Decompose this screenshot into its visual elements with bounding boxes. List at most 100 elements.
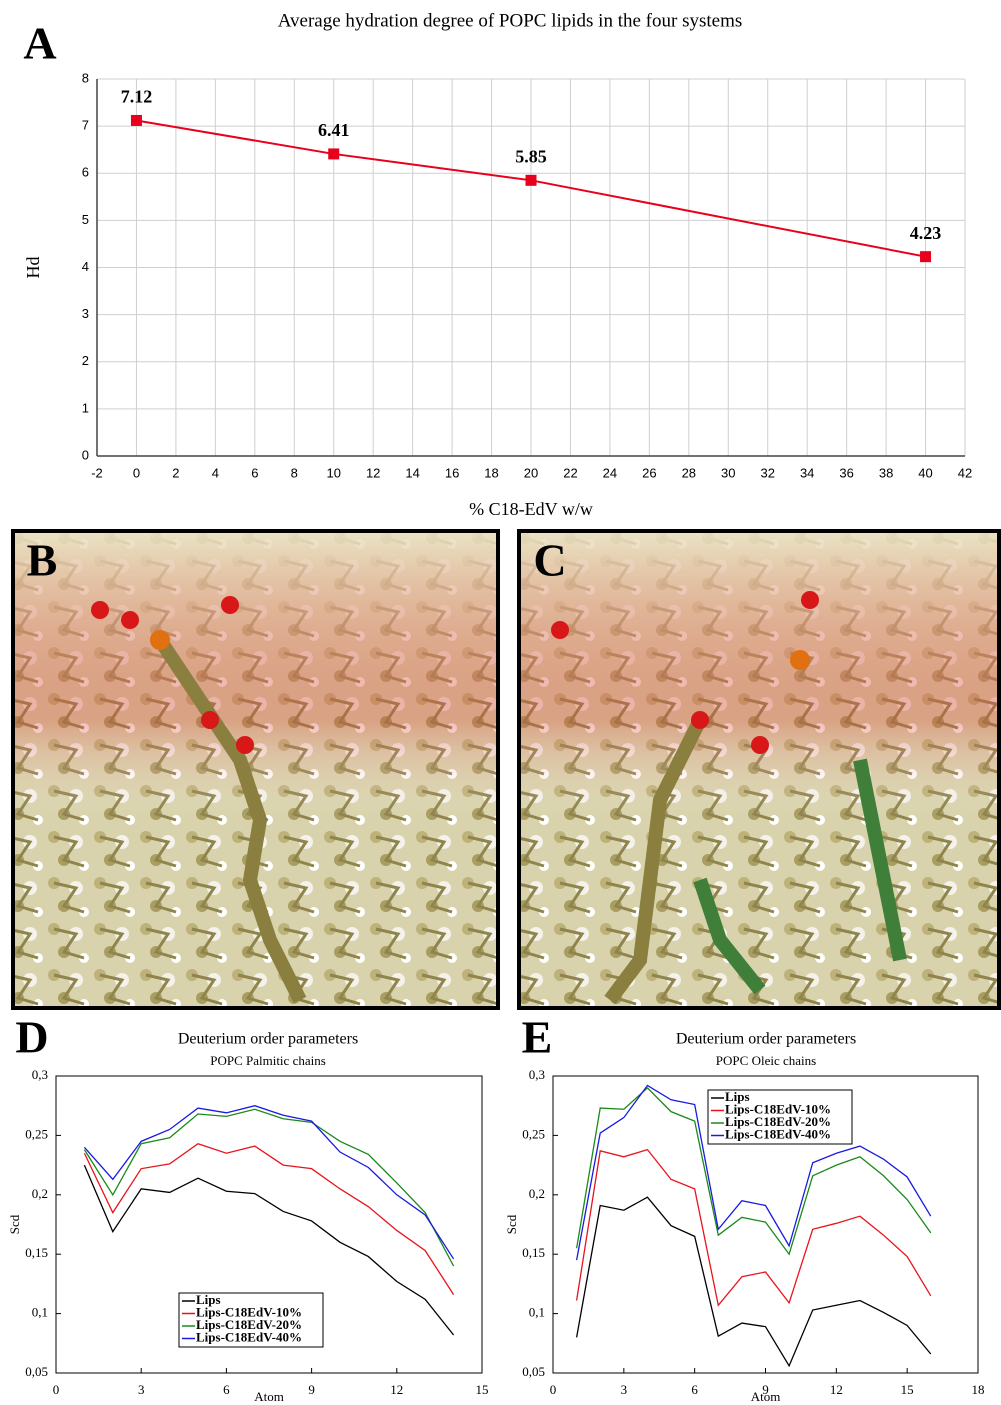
line — [575, 1148, 932, 1307]
x-tick-label: 40 — [918, 465, 932, 480]
x-tick-label: 30 — [721, 465, 735, 480]
legend-label: Lips-C18EdV-40% — [196, 1329, 302, 1344]
x-tick-label: 15 — [476, 1382, 489, 1397]
y-tick-label: 0,3 — [32, 1067, 48, 1082]
x-tick-label: 18 — [484, 465, 498, 480]
x-tick-label: 2 — [172, 465, 179, 480]
y-tick-label: 0,25 — [522, 1126, 545, 1141]
data-label: 4.23 — [910, 223, 942, 243]
x-tick-label: 12 — [830, 1382, 843, 1397]
y-tick-label: 1 — [82, 400, 89, 415]
x-tick-label: 42 — [958, 465, 972, 480]
y-tick-label: 0,15 — [522, 1245, 545, 1260]
panel-letter: B — [27, 535, 58, 586]
legend-label: Lips — [196, 1292, 221, 1307]
legend-label: Lips-C18EdV-20% — [725, 1114, 831, 1129]
y-tick-label: 0,1 — [529, 1305, 545, 1320]
y-axis-label: Scd — [7, 1214, 22, 1234]
x-tick-label: 6 — [691, 1382, 698, 1397]
x-tick-label: 0 — [133, 465, 140, 480]
y-tick-label: 0,15 — [25, 1245, 48, 1260]
legend-label: Lips-C18EdV-10% — [725, 1101, 831, 1116]
plot-frame — [55, 1075, 483, 1374]
x-tick-label: 3 — [621, 1382, 628, 1397]
y-tick-label: 6 — [82, 165, 89, 180]
y-tick-label: 3 — [82, 306, 89, 321]
chart-subtitle: POPC Oleic chains — [716, 1053, 816, 1068]
line — [83, 1105, 455, 1260]
x-tick-label: 34 — [800, 465, 814, 480]
x-tick-label: 18 — [972, 1382, 985, 1397]
y-tick-label: 0,2 — [529, 1186, 545, 1201]
x-tick-label: -2 — [91, 465, 103, 480]
x-tick-label: 4 — [212, 465, 219, 480]
y-tick-label: 0,3 — [529, 1067, 545, 1082]
y-tick-label: 0,2 — [32, 1186, 48, 1201]
image-c — [517, 529, 1001, 1010]
x-tick-label: 0 — [53, 1382, 60, 1397]
x-axis-label: Atom — [254, 1389, 284, 1404]
marker — [130, 114, 142, 126]
chart: Deuterium order parameters POPC Palmitic … — [7, 1031, 489, 1404]
x-tick-label: 12 — [366, 465, 380, 480]
y-tick-label: 5 — [82, 212, 89, 227]
y-tick-label: 0,05 — [25, 1364, 48, 1379]
x-tick-label: 22 — [563, 465, 577, 480]
legend-label: Lips-C18EdV-40% — [725, 1126, 831, 1141]
x-tick-label: 28 — [682, 465, 696, 480]
x-tick-label: 12 — [390, 1382, 403, 1397]
line — [83, 1164, 455, 1336]
image-b — [11, 529, 500, 1010]
panel-letter: D — [15, 1012, 48, 1063]
line — [83, 1142, 455, 1295]
x-tick-label: 14 — [405, 465, 419, 480]
y-tick-label: 0,1 — [32, 1305, 48, 1320]
chart: Deuterium order parameters POPC Oleic cha… — [504, 1031, 985, 1404]
x-tick-label: 38 — [879, 465, 893, 480]
x-tick-label: 6 — [223, 1382, 230, 1397]
line — [575, 1086, 932, 1256]
x-tick-label: 24 — [603, 465, 617, 480]
chart-title: Average hydration degree of POPC lipids … — [278, 10, 743, 31]
x-tick-label: 15 — [901, 1382, 914, 1397]
y-tick-label: 7 — [82, 118, 89, 133]
x-tick-label: 0 — [550, 1382, 557, 1397]
chart-title: Deuterium order parameters — [676, 1031, 856, 1048]
panel-letter: A — [23, 18, 56, 69]
panel-letter: E — [522, 1012, 553, 1063]
plot-frame — [552, 1075, 979, 1374]
x-axis-label: % C18-EdV w/w — [469, 499, 593, 519]
data-label: 6.41 — [318, 120, 350, 140]
chart-subtitle: POPC Palmitic chains — [210, 1053, 326, 1068]
y-axis-label: Scd — [504, 1214, 519, 1234]
x-tick-label: 9 — [762, 1382, 769, 1397]
legend-label: Lips-C18EdV-20% — [196, 1317, 302, 1332]
panel-letter: C — [533, 535, 566, 586]
y-axis-label: Hd — [23, 257, 43, 279]
y-tick-label: 4 — [82, 259, 89, 274]
data-label: 5.85 — [515, 146, 547, 166]
line — [575, 1084, 932, 1261]
x-tick-label: 6 — [251, 465, 258, 480]
y-tick-label: 0,05 — [522, 1364, 545, 1379]
x-axis-label: Atom — [751, 1389, 781, 1404]
x-tick-label: 10 — [326, 465, 340, 480]
x-tick-label: 9 — [308, 1382, 315, 1397]
line — [83, 1108, 455, 1267]
x-tick-label: 16 — [445, 465, 459, 480]
y-tick-label: 0 — [82, 447, 89, 462]
x-tick-label: 32 — [760, 465, 774, 480]
y-tick-label: 8 — [82, 70, 89, 85]
marker — [525, 174, 537, 186]
marker — [920, 251, 932, 263]
chart-title: Deuterium order parameters — [178, 1031, 358, 1048]
x-tick-label: 20 — [524, 465, 538, 480]
x-tick-label: 26 — [642, 465, 656, 480]
x-tick-label: 36 — [839, 465, 853, 480]
legend-label: Lips-C18EdV-10% — [196, 1304, 302, 1319]
legend-label: Lips — [725, 1089, 750, 1104]
legend-box — [707, 1089, 853, 1145]
marker — [328, 148, 340, 160]
data-label: 7.12 — [121, 87, 153, 107]
y-tick-label: 0,25 — [25, 1126, 48, 1141]
